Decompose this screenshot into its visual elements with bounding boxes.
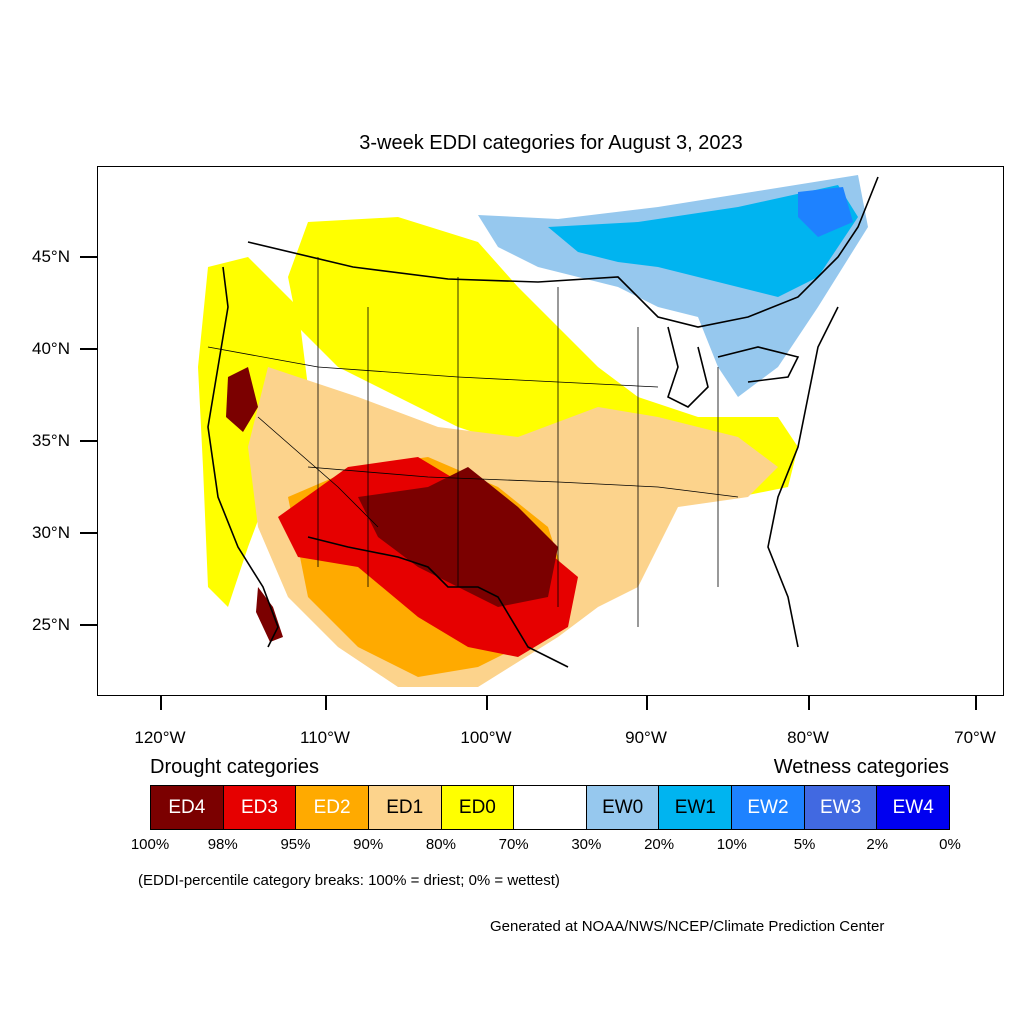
legend-cell-ew4: EW4 (877, 786, 950, 829)
legend-cell-ed1: ED1 (368, 786, 442, 829)
lon-tick-90 (646, 696, 648, 710)
legend-cell-ew2: EW2 (732, 786, 805, 829)
lon-label-80: 80°W (787, 728, 829, 747)
percentile-label: 5% (793, 836, 816, 853)
percentile-label: 98% (207, 836, 238, 853)
coastlines (207, 176, 879, 668)
map-title: 3-week EDDI categories for August 3, 202… (359, 132, 743, 154)
legend-cell-ed0: ED0 (441, 786, 515, 829)
lon-label-100: 100°W (460, 728, 512, 747)
lon-tick-110 (325, 696, 327, 710)
map-plot-area (97, 166, 1004, 696)
legend-cell-ew1: EW1 (659, 786, 733, 829)
lon-label-120: 120°W (134, 728, 186, 747)
legend-cell-normal (514, 786, 587, 829)
wetness-region-ew1 (548, 185, 858, 297)
lon-label-110: 110°W (300, 728, 350, 747)
lon-label-90: 90°W (625, 728, 667, 747)
southeast-normal (718, 487, 858, 597)
percentile-label: 10% (716, 836, 747, 853)
percentile-label: 2% (866, 836, 889, 853)
legend-cell-ed3: ED3 (223, 786, 297, 829)
percentile-labels: 100% 98% 95% 90% 80% 70% 30% 20% 10% 5% 2% 0% (0, 836, 1024, 856)
percentile-label: 0% (939, 836, 961, 853)
lat-tick-35 (80, 440, 97, 442)
conus-map (198, 175, 879, 687)
ed4-region-california (226, 367, 258, 432)
lon-tick-120 (160, 696, 162, 710)
percentile-label: 30% (571, 836, 602, 853)
category-breaks-note: (EDDI-percentile category breaks: 100% =… (138, 872, 560, 889)
lat-tick-25 (80, 624, 97, 626)
percentile-label: 20% (644, 836, 675, 853)
drought-categories-heading: Drought categories (150, 756, 319, 778)
lat-label-40: 40°N (32, 339, 70, 358)
lat-label-25: 25°N (32, 615, 70, 634)
percentile-label: 95% (280, 836, 311, 853)
ed4-region-baja (256, 587, 283, 642)
lat-tick-40 (80, 348, 97, 350)
lat-tick-30 (80, 532, 97, 534)
legend-cell-ed4: ED4 (151, 786, 224, 829)
lon-tick-100 (486, 696, 488, 710)
category-legend-bar: ED4 ED3 ED2 ED1 ED0 EW0 EW1 EW2 EW3 EW4 (150, 785, 950, 830)
percentile-label: 80% (425, 836, 456, 853)
wetness-categories-heading: Wetness categories (773, 756, 949, 778)
percentile-label: 100% (130, 836, 170, 853)
wetness-region-ew2 (798, 187, 853, 237)
lat-tick-45 (80, 256, 97, 258)
credit-text: Generated at NOAA/NWS/NCEP/Climate Predi… (490, 918, 885, 935)
lat-label-35: 35°N (32, 431, 70, 450)
percentile-label: 70% (498, 836, 529, 853)
lat-label-45: 45°N (32, 247, 70, 266)
lat-label-30: 30°N (32, 523, 70, 542)
lon-label-70: 70°W (954, 728, 996, 747)
legend-cell-ew3: EW3 (804, 786, 878, 829)
percentile-label: 90% (353, 836, 384, 853)
state-borders (207, 257, 739, 627)
lon-tick-80 (808, 696, 810, 710)
legend-cell-ed2: ED2 (296, 786, 369, 829)
legend-cell-ew0: EW0 (586, 786, 660, 829)
lon-tick-70 (975, 696, 977, 710)
